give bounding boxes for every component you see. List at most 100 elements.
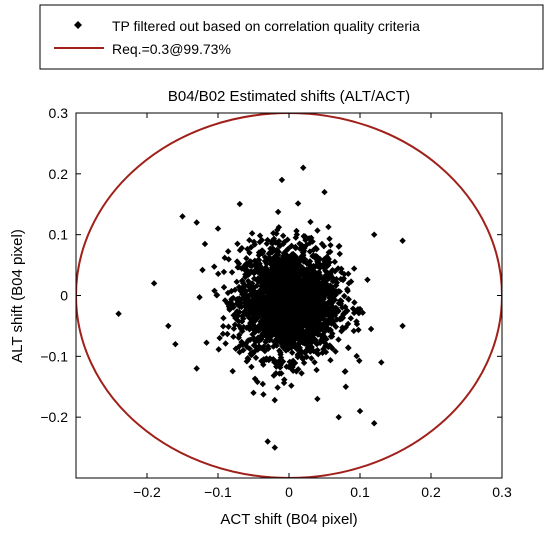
scatter-point [351, 299, 358, 306]
scatter-point [356, 357, 363, 364]
scatter-point [307, 313, 314, 321]
scatter-point [255, 249, 263, 256]
scatter-point [225, 256, 232, 263]
scatter-point [248, 363, 255, 371]
scatter-point [279, 264, 286, 271]
y-tick-label: −0.1 [40, 348, 68, 364]
scatter-point [248, 268, 255, 275]
scatter-point [271, 306, 278, 313]
scatter-point [284, 315, 292, 323]
scatter-point [292, 270, 299, 277]
scatter-point [303, 304, 310, 311]
axis-ticks: −0.2 −0.1 0 0.1 0.2 0.3 −0.2 −0.1 0 0.1 0.2 0.3 [40, 105, 512, 500]
scatter-point [342, 368, 349, 375]
scatter-point [282, 305, 289, 312]
scatter-point [211, 263, 218, 270]
scatter-point [281, 238, 288, 246]
scatter-point [235, 334, 242, 341]
scatter-point [331, 291, 338, 298]
scatter-point [331, 258, 338, 266]
scatter-point [233, 258, 241, 265]
scatter-point [260, 357, 268, 364]
scatter-point [277, 299, 284, 307]
scatter-point [300, 322, 307, 329]
scatter-point [304, 331, 311, 338]
scatter-point [245, 277, 252, 285]
scatter-point [323, 308, 330, 315]
scatter-point [283, 274, 290, 282]
scatter-point [256, 238, 263, 246]
scatter-point [220, 268, 228, 276]
scatter-point [252, 354, 260, 361]
scatter-point [284, 297, 291, 305]
scatter-point [250, 238, 258, 246]
scatter-point [327, 313, 334, 321]
scatter-point-outlier [115, 310, 122, 317]
scatter-point [341, 292, 348, 300]
scatter-point [280, 379, 288, 387]
scatter-point [243, 260, 250, 268]
scatter-point [261, 347, 269, 355]
scatter-point [287, 259, 295, 266]
scatter-point [220, 314, 227, 322]
scatter-point [329, 297, 336, 305]
scatter-point [317, 311, 324, 319]
scatter-point [308, 355, 315, 362]
scatter-point [268, 324, 276, 332]
scatter-point [270, 343, 277, 350]
scatter-point [243, 255, 250, 262]
legend: TP filtered out based on correlation qua… [39, 4, 544, 70]
scatter-point [213, 292, 220, 299]
scatter-point [329, 266, 336, 274]
scatter-point [261, 294, 268, 301]
scatter-point [312, 263, 319, 270]
scatter-point [274, 261, 282, 268]
scatter-point [335, 336, 342, 343]
legend-box [39, 4, 544, 70]
scatter-point [265, 294, 272, 301]
scatter-point [243, 358, 251, 365]
scatter-point [307, 218, 314, 226]
scatter-point [215, 346, 222, 353]
x-axis-label: ACT shift (B04 pixel) [220, 511, 357, 528]
scatter-point [364, 276, 371, 284]
scatter-point [270, 258, 278, 265]
scatter-point [312, 339, 319, 346]
scatter-point [309, 308, 316, 315]
scatter-point [270, 372, 278, 379]
scatter-point [344, 320, 352, 328]
chart-title: B04/B02 Estimated shifts (ALT/ACT) [168, 88, 410, 105]
scatter-point [329, 306, 336, 313]
scatter-point [262, 257, 270, 264]
scatter-point [326, 272, 333, 279]
scatter-point [251, 336, 258, 343]
scatter-point [256, 232, 264, 239]
scatter-point [234, 240, 241, 247]
scatter-point [334, 265, 342, 272]
scatter-point [353, 352, 360, 360]
scatter-point [339, 304, 346, 311]
scatter-point [235, 263, 243, 271]
scatter-point [296, 344, 303, 351]
scatter-point [272, 315, 279, 323]
scatter-point-outlier [335, 413, 342, 421]
scatter-point-outlier [314, 395, 321, 403]
scatter-point [269, 267, 276, 274]
scatter-point [248, 262, 256, 269]
scatter-point [286, 278, 294, 285]
scatter-point [302, 316, 310, 323]
scatter-point [271, 396, 278, 404]
scatter-point [288, 328, 296, 336]
scatter-point [337, 297, 344, 304]
scatter-point [321, 258, 329, 265]
scatter-point [259, 380, 267, 388]
scatter-point-outlier [300, 164, 307, 171]
scatter-point [294, 330, 301, 337]
scatter-point-outlier [172, 340, 179, 348]
scatter-point [297, 292, 305, 300]
scatter-point [241, 282, 249, 289]
scatter-point [312, 244, 319, 252]
scatter-point [312, 311, 319, 319]
scatter-point [273, 336, 280, 343]
